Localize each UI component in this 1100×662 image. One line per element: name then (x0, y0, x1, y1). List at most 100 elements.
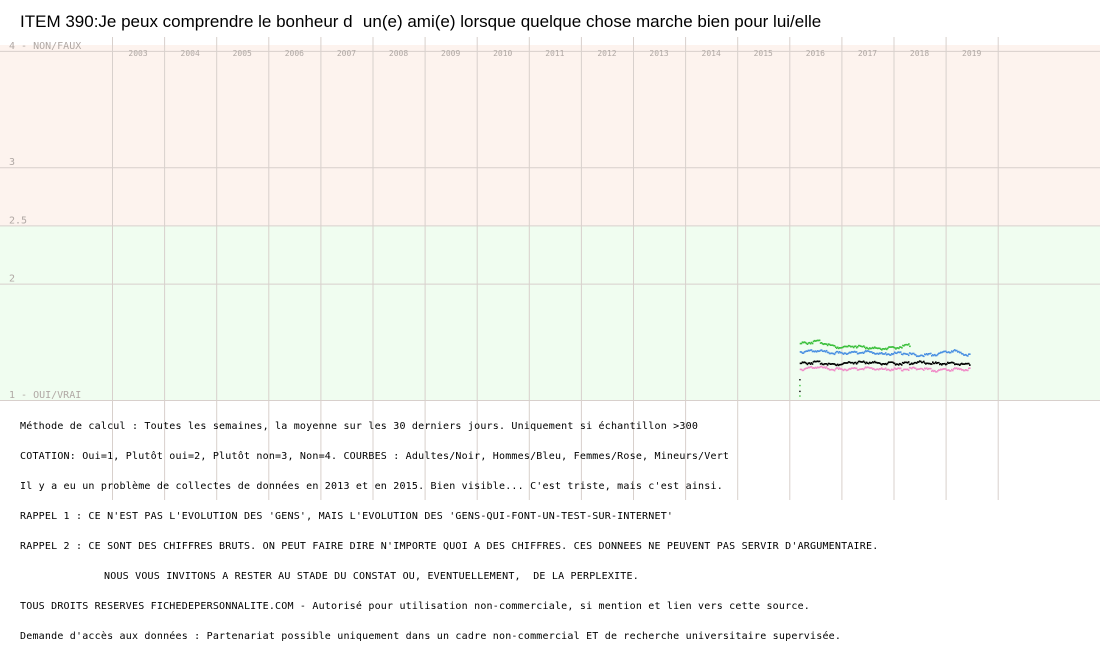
data-point (928, 353, 930, 355)
data-point (939, 352, 941, 354)
data-point (927, 353, 929, 356)
data-point (968, 367, 970, 370)
data-point (903, 368, 906, 371)
data-point (899, 363, 902, 365)
data-point (963, 363, 965, 365)
data-point (834, 346, 837, 348)
data-point (885, 347, 887, 350)
data-point (907, 369, 910, 371)
data-point (958, 350, 960, 353)
data-point (939, 363, 941, 366)
data-point (944, 362, 946, 365)
data-point (887, 353, 890, 355)
data-point (922, 355, 924, 357)
data-point (845, 345, 848, 348)
x-tick-label: 2009 (441, 49, 460, 58)
data-point (930, 352, 932, 355)
data-point (957, 351, 959, 353)
data-point (897, 347, 899, 349)
data-point (871, 361, 874, 363)
data-point (936, 362, 938, 365)
data-point (871, 368, 874, 370)
data-point (820, 362, 823, 365)
data-point (916, 355, 919, 357)
data-point (850, 345, 853, 348)
data-point (898, 367, 901, 370)
data-point (932, 354, 934, 356)
data-point (874, 361, 877, 364)
data-point (799, 342, 802, 345)
data-point (872, 367, 875, 370)
data-point (864, 350, 867, 352)
data-point (851, 361, 854, 364)
data-point (803, 341, 806, 343)
data-point (905, 361, 908, 364)
data-point (832, 369, 835, 371)
data-point (941, 364, 943, 366)
data-point (816, 339, 819, 342)
data-point (894, 364, 897, 366)
data-point (866, 346, 868, 349)
data-point (819, 349, 822, 352)
data-point (853, 367, 856, 369)
data-point (900, 346, 902, 348)
data-point (882, 368, 885, 370)
data-point (880, 348, 882, 350)
data-point (935, 371, 937, 373)
data-point (801, 369, 804, 372)
data-point (883, 363, 886, 365)
data-point (892, 352, 895, 355)
data-point (883, 353, 886, 355)
data-point (856, 346, 859, 348)
data-point (918, 360, 921, 362)
data-point (938, 352, 940, 355)
data-point (899, 367, 902, 370)
data-point (956, 367, 958, 369)
data-point (818, 360, 821, 363)
data-point (828, 362, 831, 365)
data-point (833, 353, 836, 356)
data-point (888, 346, 890, 348)
data-point (926, 367, 928, 369)
data-point (932, 369, 934, 372)
data-point (890, 361, 893, 363)
data-point (873, 347, 875, 350)
data-point (875, 368, 878, 371)
data-point (891, 369, 894, 371)
data-point (925, 368, 927, 370)
data-point (953, 368, 955, 370)
data-point (848, 361, 851, 363)
data-point (896, 363, 899, 366)
data-point (912, 352, 915, 355)
chart-plot: 2003 2004 2005 2006 2007 2008 2009 2010 2011 2012… (0, 37, 1100, 500)
data-point (945, 350, 947, 353)
data-point (885, 363, 888, 366)
data-point (846, 345, 849, 348)
data-point (860, 361, 863, 363)
data-point (831, 352, 834, 355)
data-point (877, 362, 880, 364)
data-point (924, 362, 926, 364)
data-point (922, 361, 924, 364)
data-point (959, 351, 961, 354)
data-point (823, 366, 826, 368)
data-point (905, 368, 908, 371)
data-point (845, 369, 848, 372)
data-point (964, 354, 966, 356)
data-point (878, 347, 880, 349)
data-point (864, 366, 867, 368)
data-point (858, 352, 861, 354)
data-point (814, 360, 817, 363)
data-point (862, 352, 865, 354)
data-point (950, 370, 952, 372)
data-point (831, 368, 834, 371)
data-point (812, 367, 815, 369)
data-point (904, 344, 906, 346)
data-point (820, 365, 823, 368)
data-point (900, 364, 903, 366)
data-point (851, 367, 854, 369)
data-point (852, 362, 855, 365)
data-point (831, 344, 834, 346)
data-point (935, 354, 937, 357)
data-point (870, 351, 873, 353)
